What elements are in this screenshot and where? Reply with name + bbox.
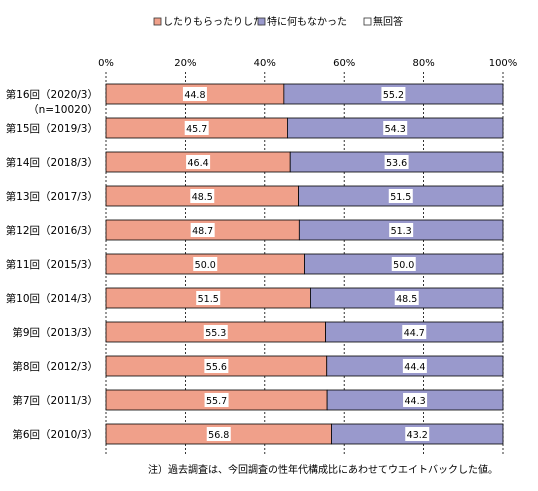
- data-label: 51.5: [198, 294, 219, 305]
- data-label: 51.5: [390, 192, 411, 203]
- category-label: 第14回（2018/3）: [6, 156, 98, 169]
- legend-label-0: したりもらったりした: [163, 16, 263, 28]
- footnote: 注）過去調査は、今回調査の性年代構成比にあわせてウエイトバックした値。: [148, 463, 498, 476]
- data-label: 55.2: [383, 90, 404, 101]
- data-label-bg: [190, 223, 215, 237]
- data-label: 51.3: [391, 226, 412, 237]
- data-label: 46.4: [188, 158, 209, 169]
- data-label-bg: [403, 393, 428, 407]
- data-label-bg: [204, 393, 229, 407]
- legend: したりもらったりした 特に何もなかった 無回答: [153, 15, 403, 28]
- x-tick-label: 20%: [174, 58, 196, 69]
- category-label: 第16回（2020/3）: [6, 88, 98, 101]
- category-label: （n=10020）: [28, 104, 98, 116]
- legend-swatch-1: [257, 17, 266, 26]
- data-label-bg: [203, 325, 228, 339]
- data-label-bg: [204, 359, 229, 373]
- data-label: 50.0: [195, 260, 216, 271]
- data-label-bg: [389, 223, 414, 237]
- category-label: 第12回（2016/3）: [6, 224, 98, 237]
- legend-swatch-2: [363, 17, 372, 26]
- data-label-bg: [381, 87, 406, 101]
- data-label-bg: [383, 121, 408, 135]
- data-label-bg: [402, 325, 427, 339]
- data-label: 43.2: [407, 430, 428, 441]
- x-tick-label: 100%: [489, 58, 518, 69]
- x-tick-label: 60%: [333, 58, 355, 69]
- data-label-bg: [384, 155, 409, 169]
- data-label-bg: [193, 257, 218, 271]
- data-label: 55.6: [206, 362, 227, 373]
- category-label: 第9回（2013/3）: [12, 326, 98, 339]
- category-label: 第8回（2012/3）: [12, 360, 98, 373]
- category-label: 第15回（2019/3）: [6, 122, 98, 135]
- data-label: 45.7: [186, 124, 207, 135]
- data-label-bg: [206, 427, 231, 441]
- bars: 44.8 55.2 45.7 54.3 46.4 53.6 48.5 51.5 48.7 51.3…: [105, 83, 504, 445]
- data-label: 44.8: [184, 90, 205, 101]
- data-label-bg: [182, 87, 207, 101]
- category-label: 第11回（2015/3）: [6, 258, 98, 271]
- data-label: 50.0: [393, 260, 414, 271]
- y-axis-category-labels: 第16回（2020/3） （n=10020） 第15回（2019/3） 第14回（20…: [6, 88, 98, 441]
- x-tick-label: 40%: [254, 58, 276, 69]
- category-label: 第13回（2017/3）: [6, 190, 98, 203]
- data-label-bg: [405, 427, 430, 441]
- data-label-bg: [186, 155, 211, 169]
- category-label: 第10回（2014/3）: [6, 292, 98, 305]
- data-label-bg: [184, 121, 209, 135]
- data-label: 53.6: [386, 158, 407, 169]
- data-label: 48.5: [192, 192, 213, 203]
- legend-label-2: 無回答: [373, 15, 403, 28]
- data-label: 55.3: [205, 328, 226, 339]
- data-label: 55.7: [206, 396, 227, 407]
- x-axis-ticks: 0% 20% 40% 60% 80% 100%: [98, 58, 517, 69]
- data-label: 48.5: [396, 294, 417, 305]
- data-label: 44.4: [404, 362, 425, 373]
- category-label: 第7回（2011/3）: [12, 394, 98, 407]
- data-label-bg: [388, 189, 413, 203]
- legend-swatch-0: [153, 17, 162, 26]
- data-label: 56.8: [208, 430, 229, 441]
- category-label: 第6回（2010/3）: [12, 428, 98, 441]
- data-label-bg: [196, 291, 221, 305]
- legend-label-1: 特に何もなかった: [267, 15, 347, 28]
- data-label-bg: [394, 291, 419, 305]
- data-label: 44.7: [404, 328, 425, 339]
- data-label-bg: [391, 257, 416, 271]
- x-tick-label: 80%: [412, 58, 434, 69]
- data-label: 48.7: [192, 226, 213, 237]
- data-label: 54.3: [385, 124, 406, 135]
- x-tick-label: 0%: [98, 58, 114, 69]
- data-label-bg: [190, 189, 215, 203]
- data-label: 44.3: [404, 396, 425, 407]
- data-label-bg: [402, 359, 427, 373]
